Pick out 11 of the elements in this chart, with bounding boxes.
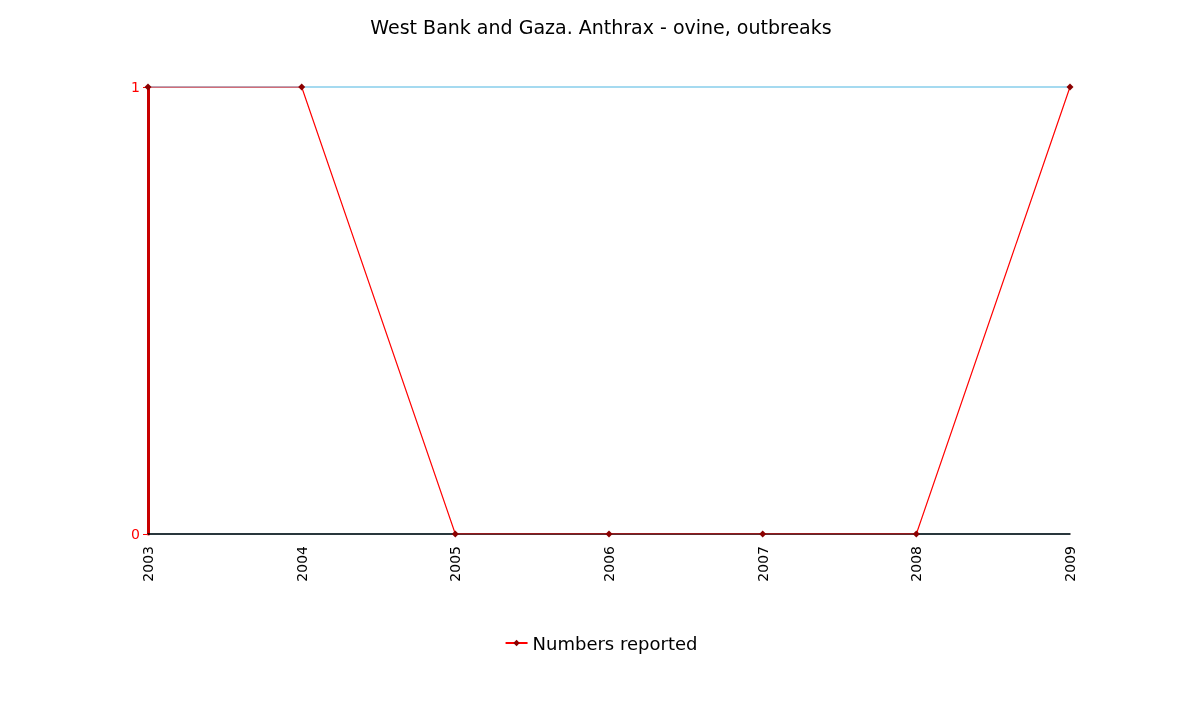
x-tick-label: 2006 <box>601 545 617 582</box>
x-tick-label: 2005 <box>447 546 464 582</box>
chart-title: West Bank and Gaza. Anthrax - ovine, outbreaks <box>370 15 832 38</box>
y-tick-label: 0 <box>131 526 140 542</box>
y-tick-label: 1 <box>131 79 140 95</box>
x-tick-label: 2003 <box>140 546 156 582</box>
x-tick-label: 2009 <box>1062 546 1078 582</box>
x-tick-label: 2004 <box>293 545 310 582</box>
x-tick-label: 2008 <box>908 546 925 582</box>
x-tick-label: 2007 <box>754 546 771 582</box>
legend-label: Numbers reported <box>532 632 698 654</box>
